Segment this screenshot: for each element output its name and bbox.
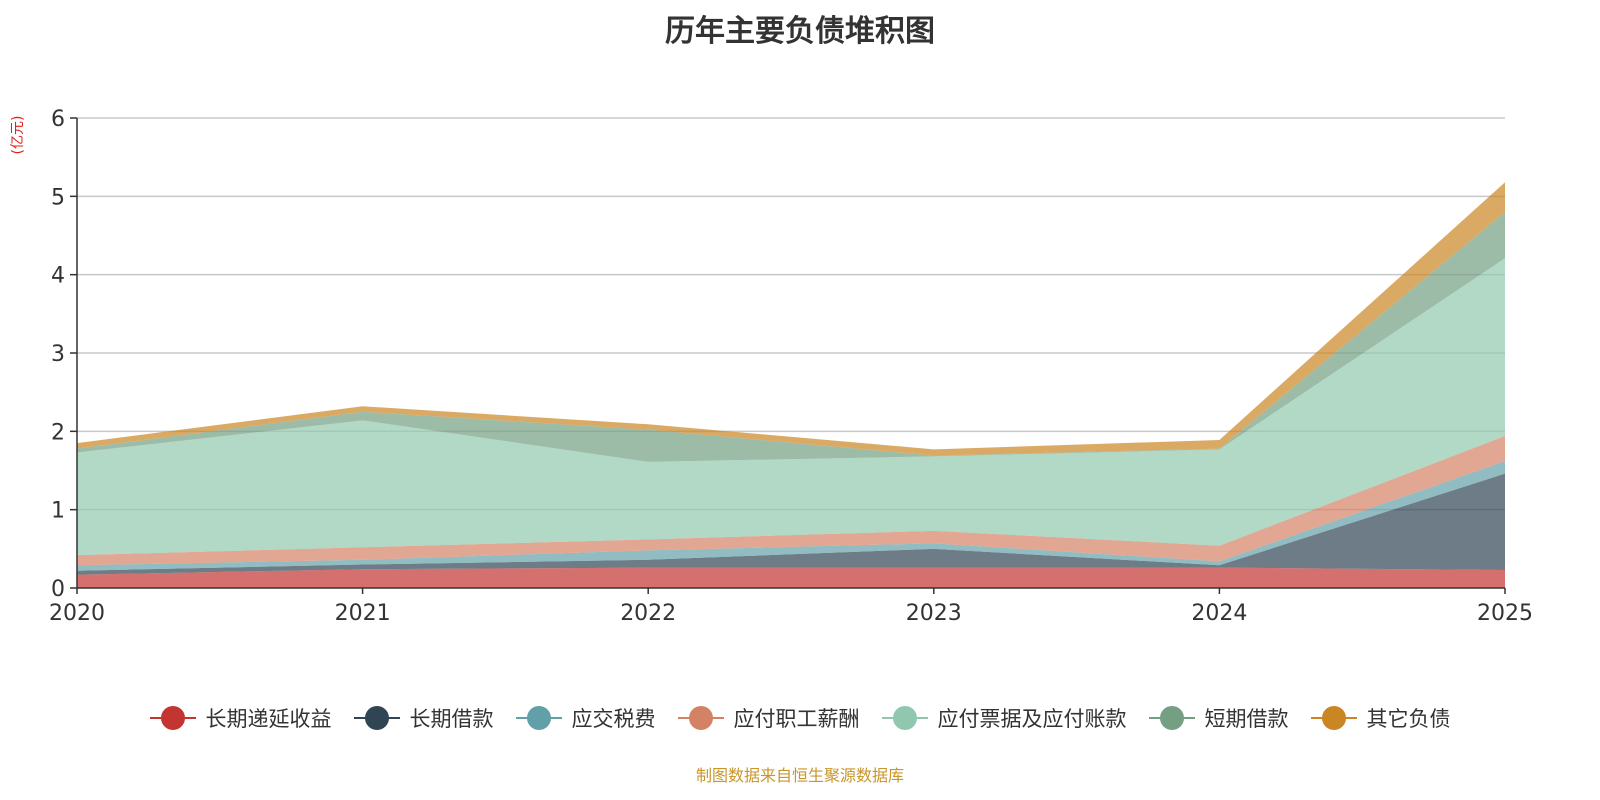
x-tick-label: 2023 (906, 601, 962, 626)
area-series-2 (77, 473, 1505, 575)
chart-title: 历年主要负债堆积图 (665, 14, 935, 49)
y-tick-label: 0 (51, 577, 65, 602)
legend-item[interactable]: 应付票据及应付账款 (881, 703, 1127, 733)
area-series-4 (77, 436, 1505, 566)
area-series-3 (77, 461, 1505, 571)
legend-item[interactable]: 长期借款 (353, 703, 494, 733)
y-tick-label: 3 (51, 342, 65, 367)
legend-label: 短期借款 (1204, 707, 1289, 731)
y-tick-label: 4 (51, 264, 65, 289)
legend-marker-icon (353, 703, 400, 733)
area-series-1 (77, 567, 1505, 588)
legend-item[interactable]: 长期递延收益 (149, 703, 332, 733)
x-tick-label: 2024 (1191, 601, 1247, 626)
y-tick-label: 1 (51, 499, 65, 524)
stacked-area-chart: 0 1 2 3 4 5 6 2020 2021 2022 2023 2024 2025 (49, 107, 1533, 626)
area-series-7 (77, 182, 1505, 456)
legend-marker-icon (677, 703, 724, 733)
legend-label: 长期借款 (409, 707, 494, 731)
x-tick-label: 2025 (1477, 601, 1533, 626)
legend-item[interactable]: 短期借款 (1148, 703, 1289, 733)
legend-marker-icon (515, 703, 562, 733)
legend-item[interactable]: 应付职工薪酬 (677, 703, 860, 733)
y-tick-label: 2 (51, 420, 65, 445)
x-tick-label: 2020 (49, 601, 105, 626)
y-tick-label: 5 (51, 185, 65, 210)
legend-marker-icon (1148, 703, 1195, 733)
x-tick-label: 2022 (620, 601, 676, 626)
legend-item[interactable]: 应交税费 (515, 703, 656, 733)
legend-label: 应付职工薪酬 (733, 707, 860, 731)
x-tick-label: 2021 (335, 601, 391, 626)
area-series-5 (77, 258, 1505, 556)
legend-marker-icon (881, 703, 928, 733)
legend-label: 其它负债 (1366, 707, 1451, 731)
data-source-footer: 制图数据来自恒生聚源数据库 (695, 766, 904, 785)
legend-label: 长期递延收益 (205, 707, 332, 731)
y-tick-label: 6 (51, 107, 65, 132)
legend-label: 应交税费 (571, 707, 656, 731)
legend-label: 应付票据及应付账款 (937, 707, 1127, 731)
legend-marker-icon (1310, 703, 1357, 733)
legend-marker-icon (149, 703, 196, 733)
legend-item[interactable]: 其它负债 (1310, 703, 1451, 733)
legend: 长期递延收益 长期借款 应交税费 应付职工薪酬 应付票据及应付账款 短期借款 其它负债 (0, 703, 1600, 733)
